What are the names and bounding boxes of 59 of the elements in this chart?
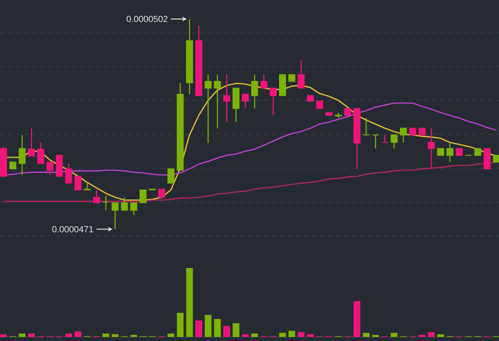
candlestick <box>93 189 100 204</box>
candlestick <box>400 128 407 143</box>
bar <box>0 334 7 337</box>
bar <box>251 334 258 337</box>
candlestick <box>37 142 44 164</box>
annotation: 0.0000471 <box>52 226 94 232</box>
candlestick <box>279 74 286 96</box>
bar <box>354 301 360 337</box>
candlestick <box>223 74 230 123</box>
candlestick <box>260 74 268 89</box>
candlestick <box>214 74 221 129</box>
candlestick <box>372 134 379 150</box>
bar <box>186 268 193 337</box>
bar <box>288 330 296 337</box>
bar <box>112 334 118 337</box>
candlestick <box>140 189 146 204</box>
bar <box>298 332 304 337</box>
candlestick <box>251 74 258 110</box>
bar <box>232 323 240 337</box>
candlestick <box>232 88 240 123</box>
candlestick <box>167 168 174 184</box>
bar <box>279 332 286 337</box>
candlestick <box>56 154 63 177</box>
candlestick <box>28 128 35 157</box>
bar <box>223 326 230 337</box>
bar <box>437 334 444 337</box>
bar <box>176 312 184 337</box>
candlestick <box>130 202 138 216</box>
candlestick <box>446 142 454 163</box>
candlestick <box>46 162 54 176</box>
candlestick <box>84 182 91 190</box>
candlestick <box>428 128 435 169</box>
bar <box>362 332 370 337</box>
candlestick <box>204 74 212 144</box>
bar <box>307 334 314 337</box>
bar <box>102 334 110 337</box>
bar <box>65 334 72 337</box>
bar <box>168 334 174 337</box>
candlestick <box>362 117 370 136</box>
bar <box>390 332 398 337</box>
candlestick <box>270 88 277 116</box>
bar <box>204 314 212 337</box>
bar <box>195 320 202 337</box>
candlestick <box>120 196 128 211</box>
bar <box>242 334 249 337</box>
annotation: 0.0000502 <box>126 16 168 22</box>
bar <box>428 332 435 337</box>
candlestick <box>242 94 249 110</box>
bar <box>74 331 82 337</box>
bar <box>18 334 26 337</box>
bar <box>214 319 221 337</box>
candlestick <box>484 148 491 170</box>
candlestick <box>102 195 110 211</box>
candlestick <box>74 176 82 190</box>
candlestick <box>18 134 26 176</box>
candlestick <box>390 134 398 150</box>
candlestick <box>65 162 72 184</box>
bar <box>28 334 35 337</box>
candlestick <box>298 60 305 89</box>
